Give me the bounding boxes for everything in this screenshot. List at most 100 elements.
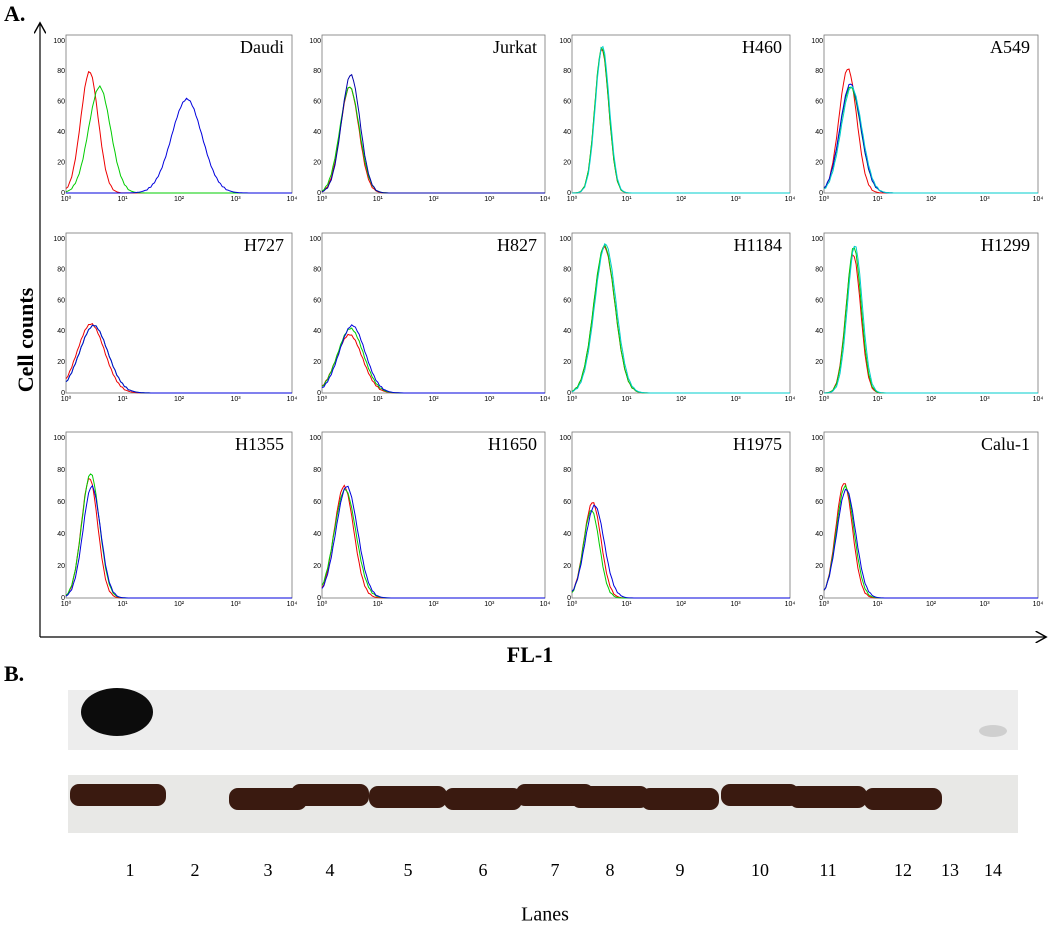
y-tick-label: 80 <box>57 267 65 274</box>
y-tick-label: 40 <box>815 129 823 136</box>
lane-label: 14 <box>984 860 1002 880</box>
x-tick-label: 10⁰ <box>317 600 328 608</box>
lane-label: 1 <box>126 860 135 880</box>
y-tick-label: 0 <box>317 190 321 197</box>
histogram-curve <box>321 484 545 599</box>
histogram-curve <box>321 327 545 394</box>
x-tick-label: 10¹ <box>621 396 632 403</box>
x-tick-label: 10⁴ <box>1033 601 1044 608</box>
histogram-curve <box>823 68 1038 194</box>
histogram-curve <box>572 45 790 194</box>
panel-title: H460 <box>742 37 782 57</box>
x-tick-label: 10⁴ <box>1033 396 1044 403</box>
histogram-curve <box>571 48 790 194</box>
y-tick-label: 40 <box>313 129 321 136</box>
x-tick-label: 10² <box>676 196 687 203</box>
blot-band <box>291 784 369 806</box>
lane-label: 9 <box>676 860 685 880</box>
y-tick-label: 20 <box>313 359 321 366</box>
y-tick-label: 40 <box>815 531 823 538</box>
lane-label: 10 <box>751 860 769 880</box>
y-tick-label: 60 <box>313 499 321 506</box>
y-tick-label: 80 <box>57 68 65 75</box>
y-tick-label: 0 <box>317 390 321 397</box>
histogram-curve <box>571 504 790 599</box>
y-tick-label: 60 <box>313 297 321 304</box>
panel-title: H727 <box>244 235 284 255</box>
histogram-curve <box>823 83 1038 194</box>
lane-label: 2 <box>191 860 200 880</box>
x-tick-label: 10¹ <box>373 601 384 608</box>
y-tick-label: 100 <box>559 38 571 45</box>
histogram-curve <box>65 324 292 394</box>
histogram-frame <box>321 34 546 194</box>
x-tick-label: 10⁴ <box>540 601 551 608</box>
y-tick-label: 60 <box>815 99 823 106</box>
y-tick-label: 40 <box>563 531 571 538</box>
y-tick-label: 20 <box>57 563 65 570</box>
lane-label: 3 <box>264 860 273 880</box>
x-tick-label: 10³ <box>730 601 741 608</box>
y-tick-label: 100 <box>53 38 65 45</box>
x-tick-label: 10¹ <box>621 196 632 203</box>
y-tick-label: 80 <box>815 267 823 274</box>
x-tick-label: 10² <box>174 396 185 403</box>
y-tick-label: 20 <box>313 159 321 166</box>
histogram-curve <box>321 73 545 194</box>
y-tick-label: 80 <box>563 68 571 75</box>
x-tick-label: 10² <box>676 601 687 608</box>
panel-title: H1184 <box>734 235 782 255</box>
x-tick-label: 10⁰ <box>567 195 578 203</box>
x-tick-label: 10² <box>926 396 937 403</box>
blot-band <box>721 784 799 806</box>
y-tick-label: 0 <box>567 190 571 197</box>
x-tick-label: 10⁰ <box>567 600 578 608</box>
blot-band <box>789 786 867 808</box>
x-tick-label: 10² <box>428 396 439 403</box>
x-tick-label: 10⁴ <box>287 396 298 403</box>
lane-label: 7 <box>551 860 560 880</box>
blot-band <box>979 725 1007 737</box>
x-tick-label: 10³ <box>230 396 241 403</box>
y-tick-label: 0 <box>819 390 823 397</box>
y-tick-label: 40 <box>57 129 65 136</box>
y-tick-label: 80 <box>313 467 321 474</box>
histogram-curve <box>571 502 790 599</box>
x-tick-label: 10³ <box>730 196 741 203</box>
lane-label: 6 <box>479 860 488 880</box>
histogram-curve <box>321 485 545 599</box>
histogram-frame <box>65 34 293 194</box>
y-tick-label: 60 <box>815 499 823 506</box>
y-tick-label: 60 <box>57 99 65 106</box>
y-tick-label: 40 <box>57 531 65 538</box>
blot-band <box>81 688 153 736</box>
x-tick-label: 10¹ <box>117 601 128 608</box>
x-tick-label: 10³ <box>979 601 990 608</box>
x-tick-label: 10⁰ <box>61 395 72 403</box>
panel-title: H1650 <box>488 434 537 454</box>
panel-title: A549 <box>990 37 1030 57</box>
panel-label: B. <box>4 661 24 686</box>
y-tick-label: 100 <box>559 435 571 442</box>
lane-label: 11 <box>819 860 836 880</box>
y-tick-label: 40 <box>313 531 321 538</box>
x-tick-label: 10⁰ <box>317 395 328 403</box>
blot-band <box>70 784 166 806</box>
histogram-curve <box>823 253 1038 394</box>
x-tick-label: 10⁰ <box>819 395 830 403</box>
blot-strip <box>68 690 1018 750</box>
lane-label: 8 <box>606 860 615 880</box>
x-axis-label: FL-1 <box>507 642 553 667</box>
panel-title: H1975 <box>733 434 782 454</box>
y-tick-label: 20 <box>563 359 571 366</box>
lane-label: 12 <box>894 860 912 880</box>
y-tick-label: 20 <box>313 563 321 570</box>
x-tick-label: 10² <box>926 601 937 608</box>
blot-band <box>369 786 447 808</box>
blot-band <box>444 788 522 810</box>
y-tick-label: 40 <box>815 328 823 335</box>
x-tick-label: 10⁴ <box>1033 196 1044 203</box>
lane-label: 4 <box>326 860 335 880</box>
